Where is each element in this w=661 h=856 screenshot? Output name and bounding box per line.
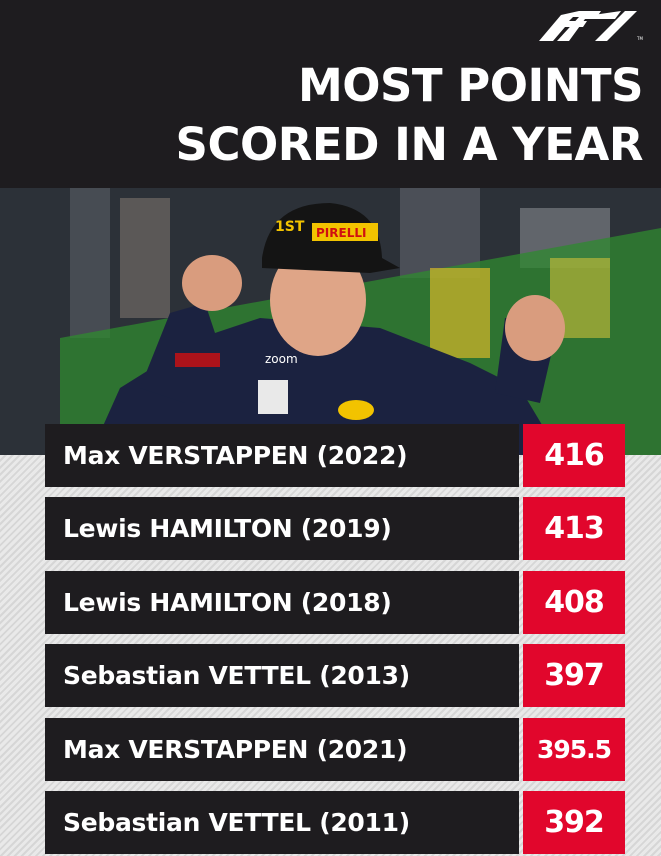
points-value: 392	[523, 791, 625, 854]
driver-name: Max VERSTAPPEN (2022)	[45, 424, 519, 487]
driver-name: Max VERSTAPPEN (2021)	[45, 718, 519, 781]
driver-name: Lewis HAMILTON (2019)	[45, 497, 519, 560]
f1-logo-icon: TM	[539, 11, 643, 41]
points-value: 408	[523, 571, 625, 634]
table-row: Sebastian VETTEL (2011) 392	[45, 791, 625, 854]
title-line-1: MOST POINTS	[297, 59, 644, 112]
title-line-2: SCORED IN A YEAR	[175, 118, 644, 171]
points-value: 397	[523, 644, 625, 707]
driver-name: Sebastian VETTEL (2013)	[45, 644, 519, 707]
points-value: 416	[523, 424, 625, 487]
points-value: 413	[523, 497, 625, 560]
driver-celebrating-photo: PIRELLI 1ST zoom	[0, 188, 661, 455]
svg-text:TM: TM	[636, 36, 643, 41]
table-row: Max VERSTAPPEN (2022) 416	[45, 424, 625, 487]
points-value: 395.5	[523, 718, 625, 781]
driver-name: Lewis HAMILTON (2018)	[45, 571, 519, 634]
table-row: Sebastian VETTEL (2013) 397	[45, 644, 625, 707]
svg-text:1ST: 1ST	[275, 219, 305, 235]
header: TM MOST POINTS SCORED IN A YEAR	[0, 0, 661, 188]
svg-text:PIRELLI: PIRELLI	[316, 226, 366, 240]
table-row: Lewis HAMILTON (2019) 413	[45, 497, 625, 560]
table-row: Lewis HAMILTON (2018) 408	[45, 571, 625, 634]
table-row: Max VERSTAPPEN (2021) 395.5	[45, 718, 625, 781]
svg-text:zoom: zoom	[265, 352, 298, 366]
driver-name: Sebastian VETTEL (2011)	[45, 791, 519, 854]
